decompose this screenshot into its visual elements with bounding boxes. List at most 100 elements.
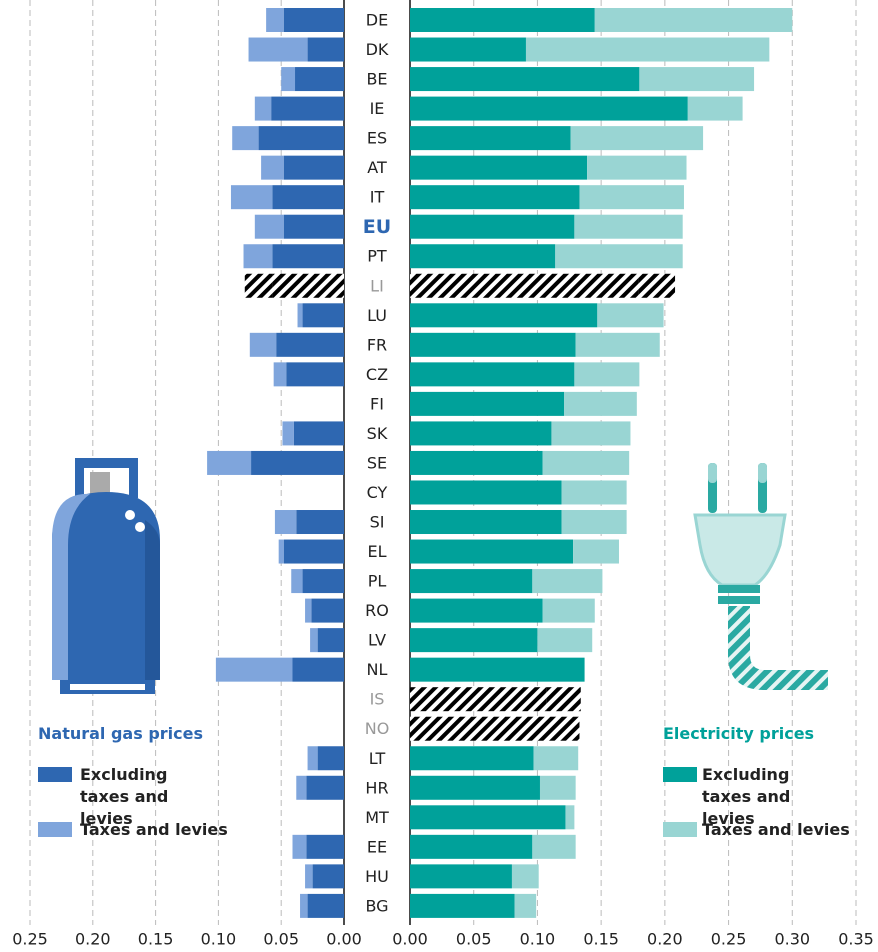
bar-segment xyxy=(410,598,543,623)
category-label: BG xyxy=(365,896,388,915)
bar-segment xyxy=(271,96,344,121)
bar-segment xyxy=(410,716,529,741)
bar-segment xyxy=(551,421,631,446)
category-label: IT xyxy=(370,188,385,207)
bar-segment xyxy=(410,864,512,889)
bar-segment xyxy=(410,450,543,475)
bar-segment xyxy=(565,805,575,830)
category-label: DE xyxy=(366,11,388,30)
bar-segment xyxy=(283,539,344,564)
bar-segment xyxy=(305,598,312,623)
bar-segment xyxy=(533,746,579,771)
bar-segment xyxy=(292,834,307,859)
bar-segment xyxy=(410,8,595,32)
bar-segment xyxy=(306,834,344,859)
category-label: CZ xyxy=(366,365,388,384)
legend-label: Excluding taxes and levies xyxy=(80,765,169,828)
x-tick-label: 0.25 xyxy=(12,930,48,949)
category-label: SK xyxy=(367,424,388,443)
panel-title: Electricity prices xyxy=(663,724,815,743)
bar-segment xyxy=(305,864,313,889)
bar-segment xyxy=(283,214,344,239)
category-label: PL xyxy=(368,572,387,591)
category-label: LV xyxy=(368,631,386,650)
bar-segment xyxy=(276,332,344,357)
bar-segment xyxy=(254,96,272,121)
category-label: EL xyxy=(367,542,386,561)
bar-segment xyxy=(410,37,526,62)
bar-segment xyxy=(594,8,793,32)
bar-segment xyxy=(410,628,538,653)
bar-segment xyxy=(244,273,273,298)
x-tick-label: 0.00 xyxy=(392,930,428,949)
category-label: LI xyxy=(370,276,384,295)
bar-segment xyxy=(272,244,344,269)
bar-segment xyxy=(410,96,688,121)
category-label: FI xyxy=(370,394,384,413)
bar-segment xyxy=(410,332,576,357)
bar-segment xyxy=(511,864,539,889)
bar-segment xyxy=(564,391,637,416)
bar-segment xyxy=(302,303,344,328)
bar-segment xyxy=(286,362,344,387)
bar-segment xyxy=(532,834,576,859)
bar-segment xyxy=(546,687,581,712)
category-label: IE xyxy=(370,99,385,118)
bar-segment xyxy=(251,450,344,475)
bar-segment xyxy=(410,214,575,239)
x-tick-label: 0.15 xyxy=(583,930,619,949)
bar-segment xyxy=(561,480,627,505)
bar-segment xyxy=(266,8,284,32)
bar-segment xyxy=(514,893,537,918)
category-label: FR xyxy=(367,335,387,354)
bar-segment xyxy=(410,510,562,535)
bar-segment xyxy=(542,598,595,623)
x-tick-label: 0.05 xyxy=(263,930,299,949)
category-label: RO xyxy=(365,601,389,620)
category-label: SE xyxy=(367,453,387,472)
bar-segment xyxy=(293,421,344,446)
category-label: HR xyxy=(365,778,388,797)
category-label: ES xyxy=(367,129,387,148)
bar-segment xyxy=(537,628,593,653)
x-tick-label: 0.25 xyxy=(711,930,747,949)
bar-segment xyxy=(232,126,259,151)
bar-segment xyxy=(575,332,660,357)
bar-segment xyxy=(215,657,293,682)
bar-segment xyxy=(273,362,287,387)
bar-segment xyxy=(528,716,580,741)
bar-segment xyxy=(410,244,556,269)
x-tick-label: 0.10 xyxy=(520,930,556,949)
bar-segment xyxy=(587,155,687,180)
bar-segment xyxy=(410,273,639,298)
bar-segment xyxy=(300,893,308,918)
legend-swatch xyxy=(38,767,72,782)
bar-segment xyxy=(410,657,585,682)
x-tick-label: 0.20 xyxy=(647,930,683,949)
bar-segment xyxy=(687,96,743,121)
bar-segment xyxy=(597,303,664,328)
category-label: BE xyxy=(366,70,387,89)
category-label: IS xyxy=(370,690,385,709)
bar-segment xyxy=(261,155,284,180)
x-tick-label: 0.15 xyxy=(138,930,174,949)
bar-segment xyxy=(555,244,683,269)
bar-segment xyxy=(410,391,565,416)
x-tick-label: 0.20 xyxy=(75,930,111,949)
bar-segment xyxy=(574,214,683,239)
bar-segment xyxy=(296,775,307,800)
bar-segment xyxy=(307,37,344,62)
bar-segment xyxy=(410,569,533,594)
bar-segment xyxy=(278,539,284,564)
category-label: MT xyxy=(365,808,389,827)
bar-segment xyxy=(410,303,598,328)
category-label: HU xyxy=(365,867,389,886)
bar-segment xyxy=(579,185,684,210)
category-label: NL xyxy=(367,660,388,679)
bar-segment xyxy=(410,126,571,151)
bar-segment xyxy=(274,510,297,535)
bar-segment xyxy=(307,893,344,918)
bar-segment xyxy=(539,775,576,800)
legend-label: Taxes and levies xyxy=(702,820,850,839)
